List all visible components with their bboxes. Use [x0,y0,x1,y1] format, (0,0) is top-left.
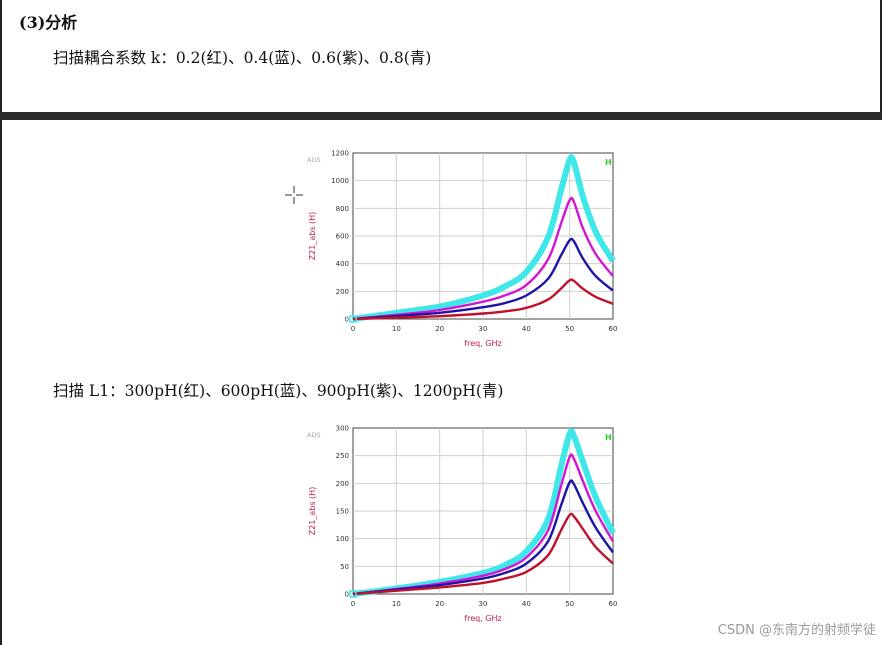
y-tick-label: 1000 [331,177,349,185]
x-axis-label: freq, GHz [464,339,501,348]
y-tick-label: 200 [336,288,349,296]
y-tick-label: 600 [336,233,349,241]
series-line-purple [352,453,615,596]
x-tick-label: 60 [609,325,618,333]
marker-h: H [605,158,612,167]
y-tick-label: 150 [336,508,349,516]
y-tick-label: 50 [340,563,349,571]
y-tick-label: 100 [336,535,349,543]
page-right-border [880,0,882,112]
x-tick-label: 60 [609,600,618,608]
x-axis-label: freq, GHz [464,614,501,623]
sweep-l1-text: 扫描 L1：300pH(红)、600pH(蓝)、900pH(紫)、1200pH(… [53,382,504,400]
x-tick-label: 40 [522,325,531,333]
x-tick-label: 50 [565,600,574,608]
x-tick-label: 20 [435,600,444,608]
page-left-border [0,0,2,112]
y-tick-label: 250 [336,452,349,460]
y-tick-label: 400 [336,260,349,268]
x-tick-label: 40 [522,600,531,608]
l1-sweep-chart: 0 10 20 30 40 50 60 0 50 100 150 200 250 300 ADS Hfreq,… [307,425,618,624]
y-tick-label: 0 [345,316,349,324]
watermark: CSDN @东南方的射频学徒 [717,623,876,638]
series-line-blue [352,479,614,596]
series-line-cyan [352,154,616,322]
y-tick-label: 800 [336,205,349,213]
x-tick-label: 30 [479,600,488,608]
series-line-purple [352,196,614,321]
y-tick-label: 300 [336,425,349,433]
x-tick-label: 10 [392,325,401,333]
origin-marker [349,590,357,598]
crosshair-cursor-icon [285,186,303,204]
series-line-blue [352,237,614,321]
ads-badge: ADS [307,431,321,439]
y-tick-label: 200 [336,480,349,488]
y-axis-label: Z21_abs (H) [308,212,317,261]
y-axis-label: Z21_abs (H) [308,487,317,536]
x-tick-label: 30 [479,325,488,333]
series-line-red [352,278,614,321]
page-left-border-lower [0,120,2,645]
x-tick-label: 0 [351,325,355,333]
upper-page [0,0,882,118]
series-line-red [352,512,614,596]
x-tick-label: 0 [351,600,355,608]
ads-badge: ADS [307,156,321,164]
page-divider [0,112,882,120]
section-title: (3)分析 [19,13,78,32]
y-tick-label: 1200 [331,150,349,158]
y-tick-label: 0 [345,591,349,599]
x-tick-label: 20 [435,325,444,333]
sweep-k-text: 扫描耦合系数 k：0.2(红)、0.4(蓝)、0.6(紫)、0.8(青) [53,49,432,67]
marker-h: H [605,433,612,442]
origin-marker [349,315,357,323]
x-tick-label: 10 [392,600,401,608]
x-tick-label: 50 [565,325,574,333]
series-line-cyan [352,427,616,597]
